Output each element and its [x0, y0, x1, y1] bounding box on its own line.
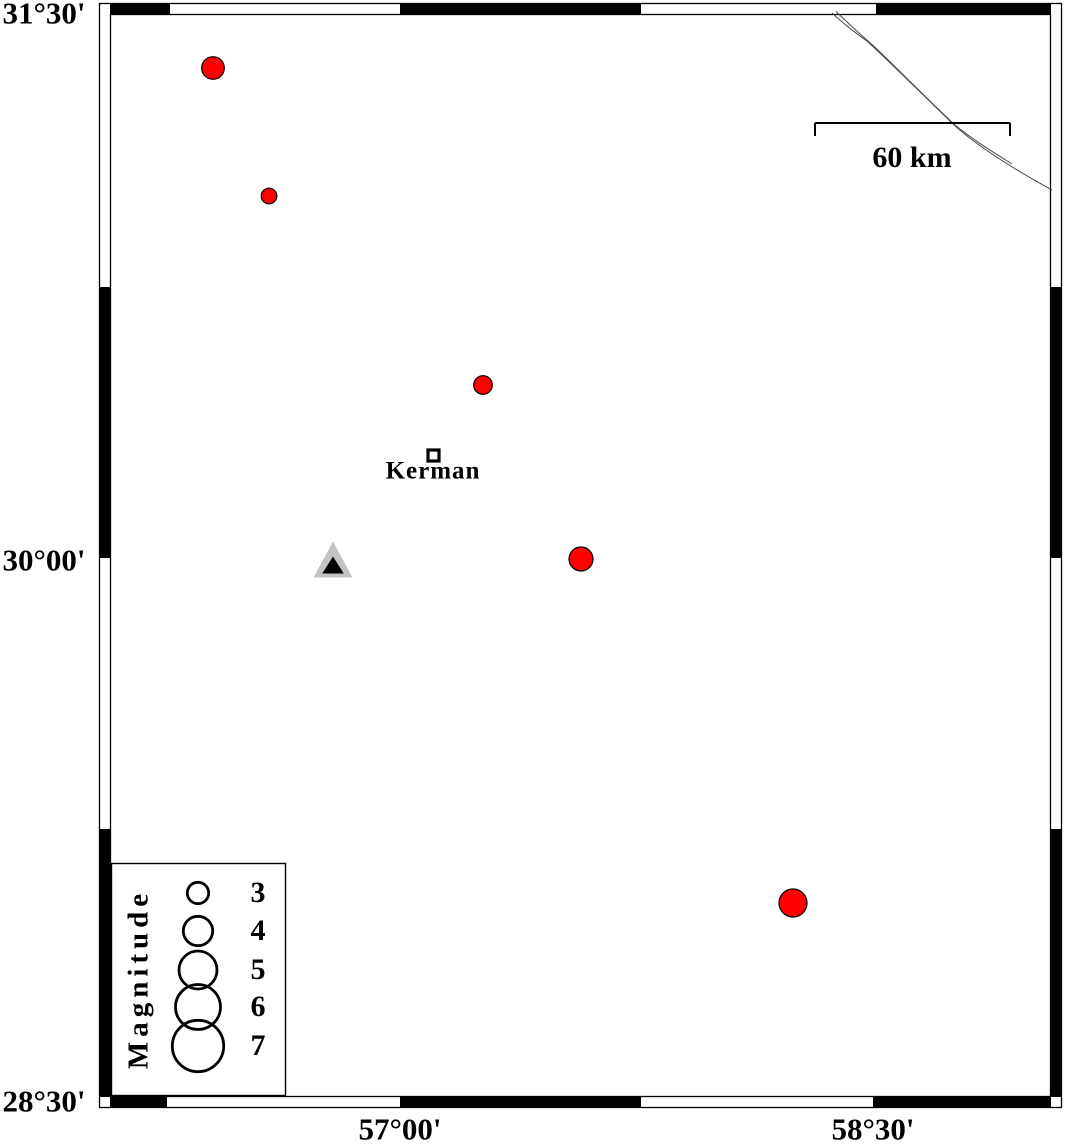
legend-entry-label-7: 7 — [250, 1029, 266, 1062]
fault-line — [831, 11, 1053, 191]
earthquake-epicenter-marker — [260, 187, 278, 205]
legend-entry-label-3: 3 — [250, 876, 266, 909]
earthquake-epicenter-marker — [473, 375, 493, 395]
earthquake-epicenter-marker — [778, 888, 808, 918]
legend-entry-label-5: 5 — [250, 953, 266, 986]
frame-outer-border — [98, 2, 1063, 1109]
legend-magnitude-circle — [177, 949, 219, 991]
lat-label-31-30: 31°30' — [2, 0, 86, 31]
scale-bar-label: 60 km — [872, 141, 952, 174]
lat-label-30-00: 30°00' — [2, 542, 86, 578]
earthquake-layer — [201, 56, 808, 918]
legend-entry-label-4: 4 — [250, 914, 266, 947]
legend-entry-label-6: 6 — [250, 990, 266, 1023]
frame-inner-border — [109, 13, 1052, 1098]
legend-circle-layer — [170, 880, 226, 1074]
legend-magnitude-circle — [174, 983, 222, 1031]
lon-label-57-00: 57°00' — [358, 1111, 442, 1147]
lat-label-28-30: 28°30' — [2, 1083, 86, 1119]
legend-magnitude-circle — [185, 880, 211, 906]
frame-bands — [100, 4, 1062, 1107]
legend-title: Magnitude — [122, 888, 155, 1070]
earthquake-epicenter-marker — [568, 546, 594, 572]
city-marker-square — [426, 448, 441, 463]
scale-bar — [814, 122, 1011, 136]
lon-label-58-30: 58°30' — [831, 1111, 915, 1147]
legend-box — [110, 862, 287, 1097]
station-triangle — [313, 541, 353, 578]
legend-magnitude-circle — [170, 1018, 226, 1074]
earthquake-epicenter-marker — [201, 56, 225, 80]
city-label: Kerman — [385, 457, 481, 485]
legend-magnitude-circle — [181, 914, 215, 948]
